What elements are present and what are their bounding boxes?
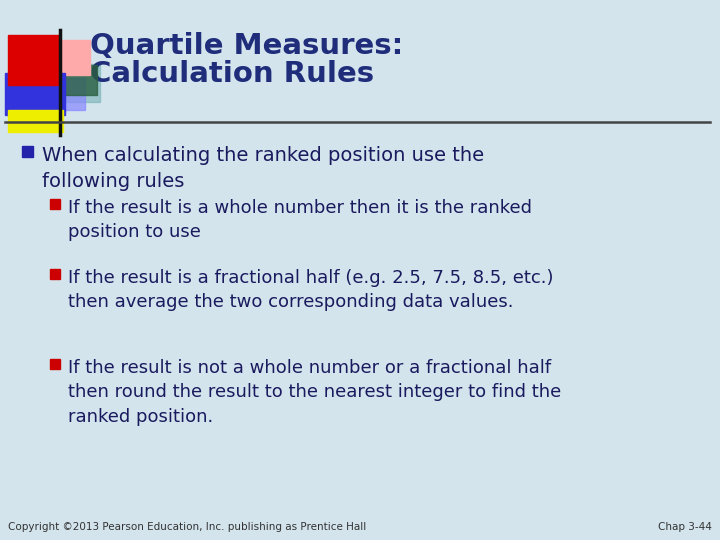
Bar <box>55 78 85 110</box>
Text: When calculating the ranked position use the
following rules: When calculating the ranked position use… <box>42 146 484 191</box>
Text: If the result is a whole number then it is the ranked
position to use: If the result is a whole number then it … <box>68 199 532 241</box>
Text: If the result is a fractional half (e.g. 2.5, 7.5, 8.5, etc.)
then average the t: If the result is a fractional half (e.g.… <box>68 269 554 311</box>
Bar <box>22 146 33 157</box>
Bar <box>55 40 90 75</box>
Bar <box>50 269 60 279</box>
Bar <box>50 359 60 369</box>
Bar <box>62 65 97 95</box>
Bar <box>8 110 63 132</box>
Bar <box>5 73 65 115</box>
Text: If the result is not a whole number or a fractional half
then round the result t: If the result is not a whole number or a… <box>68 359 562 426</box>
Bar <box>50 199 60 209</box>
Text: Chap 3-44: Chap 3-44 <box>658 522 712 532</box>
Text: Copyright ©2013 Pearson Education, Inc. publishing as Prentice Hall: Copyright ©2013 Pearson Education, Inc. … <box>8 522 366 532</box>
Bar <box>8 35 60 85</box>
Bar <box>55 64 100 102</box>
Text: Quartile Measures:: Quartile Measures: <box>90 32 403 60</box>
Text: Calculation Rules: Calculation Rules <box>90 60 374 88</box>
